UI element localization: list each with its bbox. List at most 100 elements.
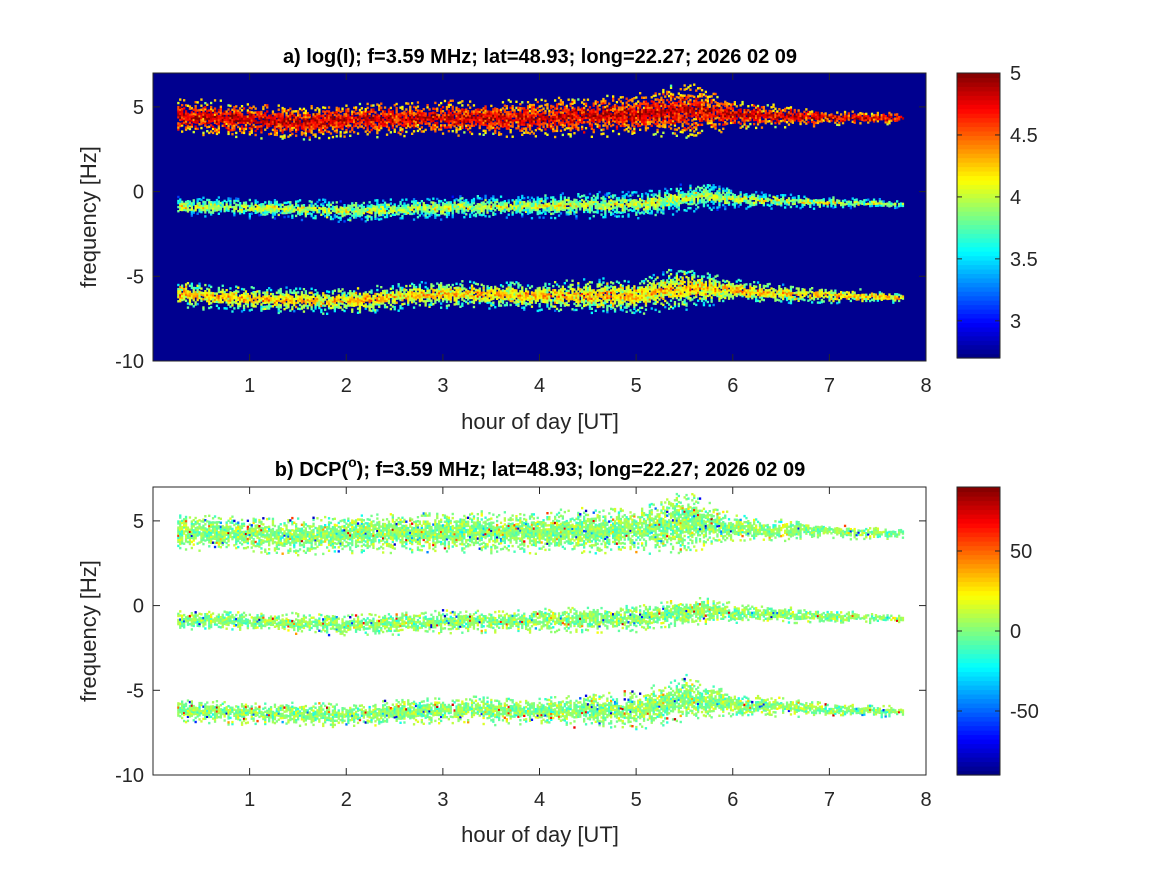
heatmap-cell — [523, 123, 526, 126]
heatmap-cell — [281, 121, 284, 124]
heatmap-cell — [627, 130, 630, 133]
heatmap-cell — [710, 186, 713, 189]
heatmap-cell — [428, 198, 431, 201]
heatmap-cell — [559, 129, 563, 132]
heatmap-cell — [370, 128, 373, 132]
heatmap-cell — [521, 123, 524, 126]
heatmap-cell — [266, 126, 269, 129]
heatmap-cell — [223, 120, 226, 123]
heatmap-cell — [186, 124, 190, 128]
heatmap-cell — [264, 128, 267, 131]
heatmap-cell — [196, 101, 199, 104]
heatmap-cell — [250, 125, 253, 128]
heatmap-cell — [403, 124, 406, 128]
heatmap-cell — [621, 102, 624, 105]
heatmap-cell — [662, 131, 665, 134]
heatmap-cell — [223, 112, 226, 115]
heatmap-cell — [318, 118, 321, 121]
heatmap-cell — [376, 117, 379, 121]
heatmap-cell — [351, 116, 354, 119]
heatmap-cell — [312, 123, 315, 126]
heatmap-cell — [625, 121, 628, 125]
heatmap-cell — [310, 107, 313, 110]
heatmap-cell — [451, 109, 454, 113]
heatmap-cell — [217, 127, 220, 130]
heatmap-cell — [300, 125, 304, 128]
heatmap-cell — [335, 110, 338, 114]
heatmap-cell — [237, 197, 240, 201]
heatmap-cell — [876, 120, 879, 123]
heatmap-cell — [271, 110, 275, 113]
heatmap-cell — [229, 123, 232, 126]
heatmap-cell — [337, 115, 340, 118]
heatmap-cell — [240, 105, 244, 108]
heatmap-cell — [451, 121, 454, 125]
heatmap-cell — [418, 117, 421, 121]
heatmap-cell — [405, 130, 408, 134]
heatmap-cell — [343, 117, 346, 120]
heatmap-cell — [405, 126, 408, 129]
heatmap-cell — [275, 121, 278, 124]
heatmap-cell — [391, 116, 394, 119]
heatmap-cell — [279, 121, 282, 124]
heatmap-cell — [372, 120, 375, 123]
heatmap-cell — [712, 98, 715, 102]
heatmap-cell — [509, 203, 512, 207]
heatmap-cell — [192, 118, 195, 122]
heatmap-cell — [697, 206, 700, 209]
heatmap-cell — [304, 121, 307, 125]
heatmap-cell — [297, 204, 300, 207]
heatmap-cell — [188, 115, 192, 118]
heatmap-cell — [285, 124, 288, 127]
heatmap-cell — [509, 110, 512, 114]
heatmap-cell — [302, 117, 306, 121]
heatmap-cell — [461, 116, 464, 119]
heatmap-cell — [349, 204, 352, 208]
heatmap-cell — [447, 121, 450, 125]
heatmap-cell — [358, 113, 362, 116]
heatmap-cell — [509, 112, 512, 116]
heatmap-cell — [414, 116, 418, 120]
heatmap-cell — [627, 124, 630, 127]
heatmap-cell — [612, 97, 615, 100]
heatmap-cell — [297, 122, 300, 125]
panel-a-title: a) log(I); f=3.59 MHz; lat=48.93; long=2… — [283, 46, 797, 68]
heatmap-cell — [200, 114, 203, 118]
heatmap-cell — [349, 116, 352, 119]
heatmap-cell — [277, 207, 280, 211]
heatmap-cell — [337, 119, 340, 122]
heatmap-cell — [702, 184, 706, 187]
heatmap-cell — [324, 120, 327, 124]
heatmap-cell — [511, 119, 514, 122]
heatmap-cell — [457, 122, 460, 125]
heatmap-cell — [447, 111, 450, 115]
heatmap-cell — [420, 112, 423, 115]
heatmap-cell — [217, 118, 220, 122]
heatmap-cell — [208, 115, 211, 118]
heatmap-cell — [573, 198, 576, 201]
heatmap-cell — [687, 126, 690, 130]
heatmap-cell — [291, 126, 294, 129]
heatmap-cell — [747, 105, 750, 108]
heatmap-cell — [412, 120, 416, 123]
heatmap-cell — [324, 198, 327, 202]
heatmap-cell — [486, 116, 489, 119]
heatmap-cell — [555, 111, 559, 114]
heatmap-cell — [836, 123, 839, 126]
heatmap-cell — [465, 126, 468, 130]
heatmap-cell — [192, 108, 195, 111]
heatmap-cell — [351, 126, 354, 130]
heatmap-cell — [329, 124, 333, 127]
heatmap-cell — [204, 211, 207, 214]
heatmap-cell — [424, 122, 427, 125]
heatmap-cell — [347, 111, 350, 115]
heatmap-cell — [445, 114, 449, 117]
heatmap-cell — [492, 108, 495, 111]
heatmap-cell — [459, 123, 462, 127]
heatmap-cell — [459, 101, 462, 104]
heatmap-cell — [451, 209, 454, 213]
heatmap-cell — [509, 100, 512, 103]
heatmap-cell — [650, 193, 653, 197]
heatmap-cell — [383, 114, 387, 117]
heatmap-cell — [277, 116, 280, 119]
